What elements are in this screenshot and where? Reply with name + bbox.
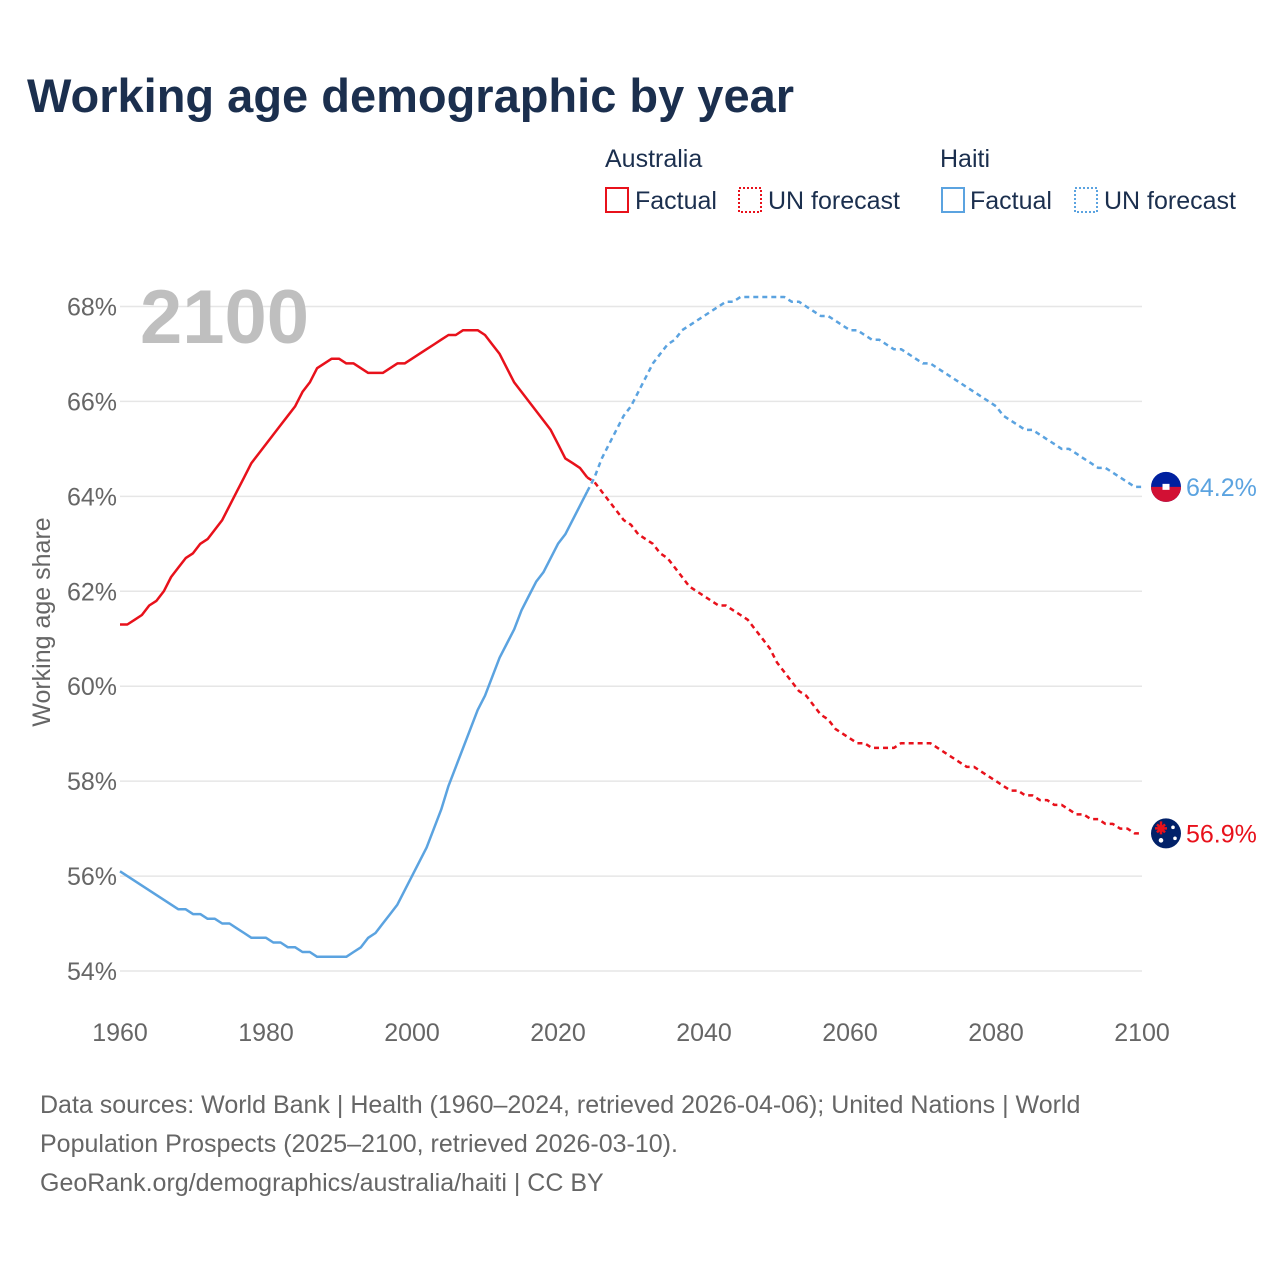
footer-line-1: Data sources: World Bank | Health (1960–…: [40, 1091, 1081, 1119]
x-axis-ticks: 1960 1980 2000 2020 2040 2060 2080 2100: [92, 1019, 1170, 1047]
y-tick-label: 66%: [67, 388, 117, 416]
footer-line-2: Population Prospects (2025–2100, retriev…: [40, 1130, 678, 1158]
y-tick-label: 64%: [67, 483, 117, 511]
x-tick-label: 1980: [238, 1019, 294, 1047]
y-axis-ticks: 54% 56% 58% 60% 62% 64% 66% 68%: [67, 293, 117, 986]
x-tick-label: 2020: [530, 1019, 586, 1047]
haiti-factual-line[interactable]: [119, 491, 589, 959]
legend-label-australia-factual[interactable]: Factual: [635, 187, 717, 215]
working-age-chart: Working age demographic by year Australi…: [27, 69, 1257, 1047]
legend-group-australia: Australia: [605, 145, 702, 173]
australia-forecast-line[interactable]: [586, 476, 1142, 835]
x-tick-label: 2100: [1114, 1019, 1170, 1047]
australia-factual-line[interactable]: [120, 328, 589, 626]
haiti-end-marker: 64.2%: [1151, 471, 1257, 502]
y-axis-label: Working age share: [28, 517, 56, 726]
grid-lines: [120, 305, 1142, 972]
footer-sources: Data sources: World Bank | Health (1960–…: [40, 1086, 1240, 1203]
chart-title: Working age demographic by year: [27, 69, 794, 122]
australia-flag-icon: [1151, 818, 1181, 849]
legend-label-haiti-forecast[interactable]: UN forecast: [1104, 187, 1236, 215]
legend-label-australia-forecast[interactable]: UN forecast: [768, 187, 900, 215]
haiti-flag-emblem: [1162, 483, 1170, 490]
y-tick-label: 62%: [67, 578, 117, 606]
legend: Australia Factual UN forecast Haiti Fact…: [605, 145, 1236, 215]
y-tick-label: 54%: [67, 958, 117, 986]
y-tick-label: 56%: [67, 863, 117, 891]
x-tick-label: 2060: [822, 1019, 878, 1047]
australia-flag-star: [1171, 825, 1175, 830]
haiti-flag-lower-half: [1151, 486, 1181, 502]
x-tick-label: 2080: [968, 1019, 1024, 1047]
y-tick-label: 68%: [67, 293, 117, 321]
australia-end-value: 56.9%: [1186, 820, 1257, 848]
series-lines: [119, 295, 1142, 959]
legend-group-haiti: Haiti: [940, 145, 990, 173]
australia-flag-star: [1158, 838, 1164, 843]
x-tick-label: 2040: [676, 1019, 732, 1047]
legend-swatch-australia-factual[interactable]: [605, 187, 629, 213]
haiti-forecast-line[interactable]: [586, 295, 1142, 493]
legend-label-haiti-factual[interactable]: Factual: [970, 187, 1052, 215]
australia-end-marker: 56.9%: [1151, 818, 1257, 849]
y-tick-label: 58%: [67, 768, 117, 796]
legend-swatch-australia-forecast[interactable]: [738, 187, 762, 213]
australia-flag-star: [1173, 836, 1177, 841]
legend-swatch-haiti-forecast[interactable]: [1074, 187, 1098, 213]
x-tick-label: 2000: [384, 1019, 440, 1047]
footer-line-3[interactable]: GeoRank.org/demographics/australia/haiti…: [40, 1169, 604, 1197]
x-tick-label: 1960: [92, 1019, 148, 1047]
y-tick-label: 60%: [67, 673, 117, 701]
year-overlay: 2100: [140, 275, 309, 360]
australia-flag-union: [1155, 821, 1167, 835]
haiti-end-value: 64.2%: [1186, 474, 1257, 502]
legend-swatch-haiti-factual[interactable]: [941, 187, 965, 213]
